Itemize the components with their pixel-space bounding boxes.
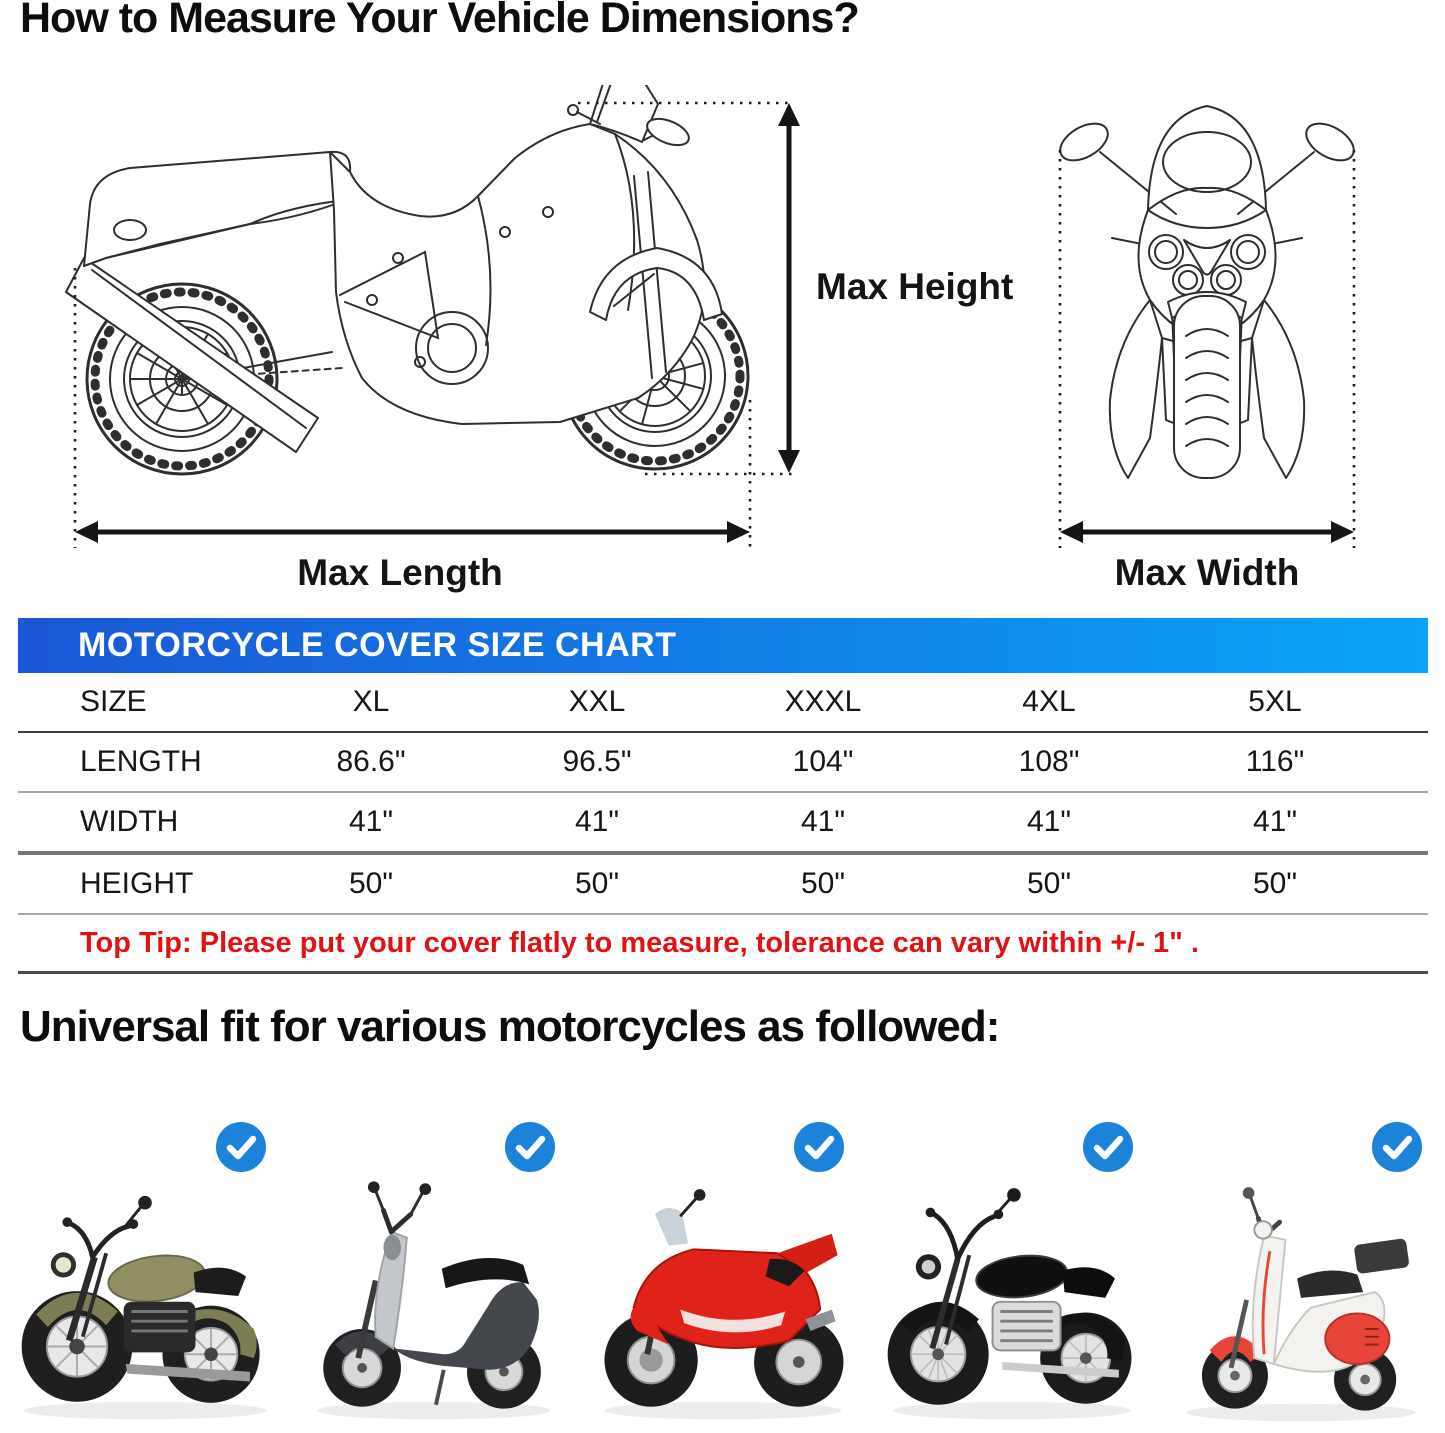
measure-tip: Top Tip: Please put your cover flatly to… — [80, 926, 1200, 959]
column-header-5xl: 5XL — [1248, 685, 1302, 718]
row-label: HEIGHT — [80, 867, 194, 900]
max-height-arrow — [778, 103, 800, 473]
table-row-length: LENGTH 86.6" 96.5" 104" 108" 116" — [18, 733, 1428, 793]
max-length-arrow — [75, 521, 750, 543]
gallery-title: Universal fit for various motorcycles as… — [20, 1002, 1000, 1051]
table-row-width: WIDTH 41" 41" 41" 41" 41" — [18, 793, 1428, 855]
length-xxl: 96.5" — [562, 745, 632, 778]
column-header-xl: XL — [352, 685, 390, 718]
check-icon — [794, 1122, 844, 1172]
width-xxxl: 41" — [800, 805, 846, 838]
check-icon — [1372, 1122, 1422, 1172]
height-4xl: 50" — [1026, 867, 1072, 900]
height-5xl: 50" — [1252, 867, 1298, 900]
measure-guides: Max Height Max Length Max Width — [73, 101, 1356, 593]
check-icon — [1083, 1122, 1133, 1172]
gallery-item-sport-motorcycle — [578, 1095, 867, 1433]
length-xxxl: 104" — [792, 745, 854, 778]
gallery-item-classic-cruiser — [867, 1095, 1156, 1433]
height-xxxl: 50" — [800, 867, 846, 900]
width-4xl: 41" — [1026, 805, 1072, 838]
column-header-xxxl: XXXL — [784, 685, 862, 718]
size-chart-columns-row: SIZE XL XXL XXXL 4XL 5XL — [18, 673, 1428, 733]
front-view-sketch — [1059, 105, 1355, 479]
cruiser-motorcycle-photo — [21, 1195, 266, 1420]
row-label: LENGTH — [80, 745, 202, 778]
gallery-item-cruiser-motorcycle — [0, 1095, 289, 1433]
side-view-sketch — [65, 85, 750, 476]
max-width-label: Max Width — [1115, 552, 1300, 593]
width-xl: 41" — [348, 805, 394, 838]
height-xl: 50" — [348, 867, 394, 900]
length-5xl: 116" — [1245, 745, 1305, 778]
max-length-label: Max Length — [297, 552, 503, 593]
page-title: How to Measure Your Vehicle Dimensions? — [20, 0, 860, 42]
check-icon — [216, 1122, 266, 1172]
width-5xl: 41" — [1252, 805, 1298, 838]
height-xxl: 50" — [574, 867, 620, 900]
length-4xl: 108" — [1018, 745, 1080, 778]
width-xxl: 41" — [574, 805, 620, 838]
modern-scooter-photo — [316, 1181, 551, 1420]
retro-scooter-photo — [1185, 1187, 1416, 1422]
measurement-diagram: Max Height Max Length Max Width — [65, 85, 1356, 593]
row-label: WIDTH — [80, 805, 179, 838]
motorcycle-gallery — [0, 1095, 1445, 1433]
table-row-height: HEIGHT 50" 50" 50" 50" 50" — [18, 855, 1428, 915]
check-icon — [505, 1122, 555, 1172]
max-width-arrow — [1060, 521, 1354, 543]
column-header-xxl: XXL — [568, 685, 626, 718]
column-header-size: SIZE — [80, 685, 147, 718]
table-row-tip: Top Tip: Please put your cover flatly to… — [18, 915, 1428, 974]
size-chart-header: MOTORCYCLE COVER SIZE CHART — [18, 618, 1428, 673]
length-xl: 86.6" — [336, 745, 406, 778]
gallery-item-modern-scooter — [289, 1095, 578, 1433]
column-header-4xl: 4XL — [1022, 685, 1076, 718]
sport-motorcycle-photo — [603, 1189, 843, 1420]
size-chart-title: MOTORCYCLE COVER SIZE CHART — [78, 626, 677, 664]
gallery-item-retro-scooter — [1156, 1095, 1445, 1433]
classic-cruiser-photo — [887, 1188, 1131, 1420]
size-chart: MOTORCYCLE COVER SIZE CHART SIZE XL XXL … — [18, 618, 1428, 974]
max-height-label: Max Height — [816, 266, 1013, 307]
